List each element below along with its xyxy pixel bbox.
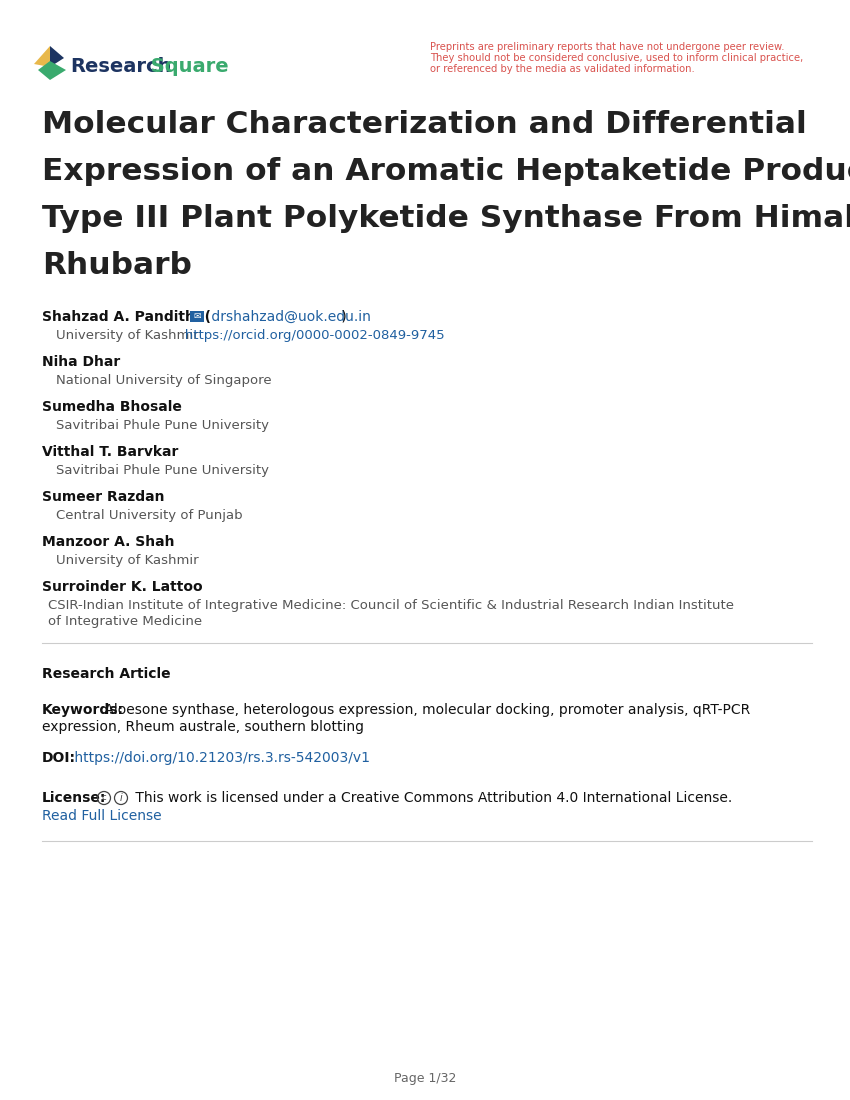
- Text: or referenced by the media as validated information.: or referenced by the media as validated …: [430, 64, 694, 74]
- Text: University of Kashmir: University of Kashmir: [56, 329, 199, 342]
- Text: ): ): [337, 310, 347, 324]
- Text: Type III Plant Polyketide Synthase From Himalayan: Type III Plant Polyketide Synthase From …: [42, 204, 850, 233]
- Text: drshahzad@uok.edu.in: drshahzad@uok.edu.in: [207, 310, 371, 324]
- Text: of Integrative Medicine: of Integrative Medicine: [48, 615, 202, 628]
- Text: ✉: ✉: [193, 312, 201, 321]
- Text: Aloesone synthase, heterologous expression, molecular docking, promoter analysis: Aloesone synthase, heterologous expressi…: [100, 703, 751, 717]
- Text: Rhubarb: Rhubarb: [42, 251, 192, 280]
- Text: Keywords:: Keywords:: [42, 703, 124, 717]
- Text: Manzoor A. Shah: Manzoor A. Shah: [42, 535, 174, 549]
- Text: University of Kashmir: University of Kashmir: [56, 554, 199, 566]
- Text: License:: License:: [42, 791, 106, 805]
- Text: Savitribai Phule Pune University: Savitribai Phule Pune University: [56, 419, 269, 432]
- Text: https://doi.org/10.21203/rs.3.rs-542003/v1: https://doi.org/10.21203/rs.3.rs-542003/…: [70, 751, 370, 764]
- Text: Vitthal T. Barvkar: Vitthal T. Barvkar: [42, 446, 178, 459]
- Text: expression, Rheum australe, southern blotting: expression, Rheum australe, southern blo…: [42, 720, 364, 734]
- Text: Niha Dhar: Niha Dhar: [42, 355, 120, 368]
- Polygon shape: [38, 60, 66, 80]
- Text: https://orcid.org/0000-0002-0849-9745: https://orcid.org/0000-0002-0849-9745: [172, 329, 445, 342]
- Text: Research: Research: [70, 56, 172, 76]
- Text: Sumedha Bhosale: Sumedha Bhosale: [42, 400, 182, 414]
- Polygon shape: [50, 46, 64, 67]
- Text: National University of Singapore: National University of Singapore: [56, 374, 272, 387]
- Text: Preprints are preliminary reports that have not undergone peer review.: Preprints are preliminary reports that h…: [430, 42, 785, 52]
- Text: Shahzad A. Pandith  (: Shahzad A. Pandith (: [42, 310, 211, 324]
- Text: Molecular Characterization and Differential: Molecular Characterization and Different…: [42, 110, 807, 139]
- Polygon shape: [34, 46, 50, 67]
- Text: Research Article: Research Article: [42, 667, 171, 681]
- Text: Savitribai Phule Pune University: Savitribai Phule Pune University: [56, 464, 269, 477]
- Text: c: c: [102, 793, 106, 803]
- Text: Sumeer Razdan: Sumeer Razdan: [42, 490, 165, 504]
- Text: Expression of an Aromatic Heptaketide Producing: Expression of an Aromatic Heptaketide Pr…: [42, 157, 850, 186]
- Text: CSIR-Indian Institute of Integrative Medicine: Council of Scientific & Industria: CSIR-Indian Institute of Integrative Med…: [48, 600, 734, 612]
- Text: Square: Square: [144, 56, 229, 76]
- Text: Surroinder K. Lattoo: Surroinder K. Lattoo: [42, 580, 202, 594]
- Text: i: i: [120, 793, 122, 803]
- Text: This work is licensed under a Creative Commons Attribution 4.0 International Lic: This work is licensed under a Creative C…: [131, 791, 732, 805]
- Text: DOI:: DOI:: [42, 751, 76, 764]
- Text: Read Full License: Read Full License: [42, 808, 162, 823]
- Text: Page 1/32: Page 1/32: [394, 1072, 456, 1085]
- Text: Central University of Punjab: Central University of Punjab: [56, 509, 242, 522]
- Text: They should not be considered conclusive, used to inform clinical practice,: They should not be considered conclusive…: [430, 53, 803, 63]
- FancyBboxPatch shape: [190, 311, 204, 322]
